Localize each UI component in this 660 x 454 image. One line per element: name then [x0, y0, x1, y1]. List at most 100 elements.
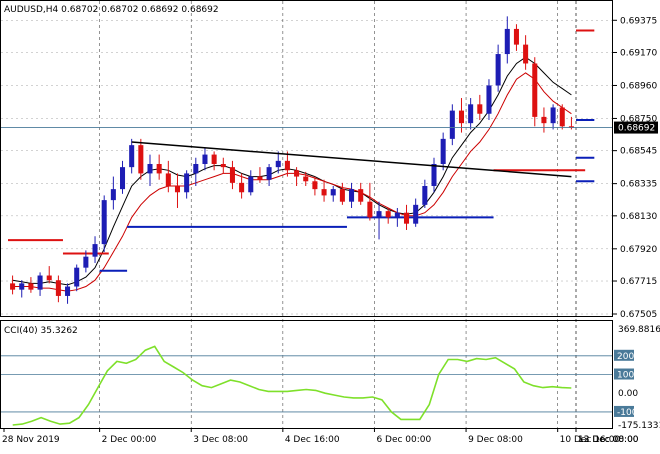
candle-bear: [55, 280, 61, 296]
candle-bull: [184, 173, 190, 193]
candle-bull: [376, 211, 382, 218]
moving-average-slow: [12, 56, 572, 286]
candle-bear: [165, 173, 171, 186]
price-tick-label: 0.67505: [620, 310, 657, 320]
moving-average-fast: [12, 72, 572, 292]
candle-bear: [532, 63, 538, 117]
candle-bear: [10, 283, 16, 290]
candle-bear: [477, 104, 483, 114]
candle-bear: [229, 167, 235, 183]
time-axis: 28 Nov 2019 2 Dec 00:00 3 Dec 08:00 4 Dec 1…: [2, 428, 639, 445]
candle-bull: [110, 189, 116, 201]
candle-bear: [174, 185, 181, 193]
candle-bull: [37, 275, 43, 290]
time-tick-label: 3 Dec 08:00: [193, 435, 248, 445]
candle-bull: [65, 286, 71, 296]
candle-bull: [202, 154, 208, 164]
candle-bull: [449, 110, 455, 139]
candle-bull: [413, 204, 419, 224]
candle-bear: [211, 154, 217, 164]
candle-bear: [257, 176, 263, 180]
price-tick-label: 0.68545: [620, 147, 657, 157]
candle-bear: [513, 28, 519, 45]
price-tick-label: 0.68130: [620, 212, 657, 222]
cci-tick-label: 100: [617, 371, 634, 381]
time-tick-label: 10 Dec 16:00: [560, 435, 621, 445]
candle-bull: [431, 164, 437, 186]
trend-line: [131, 141, 572, 178]
current-price-badge: [614, 121, 658, 134]
cci-tick-label: -175.1331: [618, 421, 660, 431]
candle-bear: [559, 107, 565, 127]
cci-line-group: [12, 345, 572, 426]
candle-bull: [129, 145, 135, 168]
trend-line-group: [131, 141, 572, 178]
time-tick-label: 13 Dec 08:00: [578, 435, 639, 445]
price-tick-label: 0.69170: [620, 48, 657, 58]
candle-bear: [220, 164, 226, 168]
candle-bull: [468, 104, 474, 124]
chart-symbol-label: AUDUSD,H4 0.68702 0.68702 0.68692 0.6869…: [4, 5, 219, 15]
candle-bull: [349, 189, 355, 202]
candle-bull: [422, 185, 428, 205]
candle-bear: [138, 145, 144, 174]
time-tick-label: 12 Dec 00:00: [578, 435, 639, 445]
time-tick-label: 4 Dec 16:00: [285, 435, 340, 445]
candle-bull: [92, 244, 98, 257]
grid: [1, 1, 612, 428]
candle-bull: [440, 138, 446, 164]
candle-bull: [486, 85, 492, 114]
cci-level-badge: [614, 349, 634, 361]
chart-title: AUDUSD,H4: [4, 5, 59, 15]
candle-bull: [101, 200, 107, 245]
cci-tick-label: 369.8816: [618, 325, 660, 335]
price-axis: 0.69375 0.69170 0.68960 0.68750 0.68545 0.683…: [613, 16, 657, 320]
candle-bull: [147, 164, 153, 174]
price-tick-label: 0.68750: [620, 114, 657, 124]
candle-bull: [330, 189, 336, 196]
candle-bear: [312, 181, 318, 190]
cci-level-badge: [614, 405, 634, 417]
candle-bull: [248, 176, 254, 193]
cci-tick-label: 0.00: [618, 389, 638, 399]
cci-level-badge: [614, 368, 634, 380]
candle-bear: [367, 201, 373, 218]
candle-bull: [495, 54, 501, 86]
cci-levels: [1, 355, 612, 413]
time-tick-label: 2 Dec 00:00: [102, 435, 157, 445]
candle-bear: [385, 211, 391, 218]
cci-tick-label: -100: [617, 408, 638, 418]
candle-bear: [523, 44, 529, 64]
current-price-label: 0.68692: [618, 124, 655, 134]
candle-bear: [28, 283, 34, 290]
price-tick-label: 0.67715: [620, 277, 657, 287]
stop-lines: [8, 29, 595, 272]
time-tick-label: 28 Nov 2019: [2, 435, 60, 445]
cci-title: CCI(40) 35.3262: [4, 326, 78, 336]
candle-bull: [119, 167, 126, 190]
candle-bear: [46, 275, 52, 281]
chart-ohlc: 0.68702 0.68702 0.68692 0.68692: [61, 5, 218, 15]
candle-bull: [83, 256, 89, 268]
candle-bear: [156, 164, 162, 174]
cci-line: [12, 345, 572, 426]
candle-bear: [294, 170, 300, 177]
candle-bull: [193, 164, 199, 174]
candle-bear: [339, 189, 345, 202]
candle-bull: [394, 212, 400, 218]
candle-bear: [403, 212, 410, 224]
time-tick-label: 9 Dec 08:00: [468, 435, 523, 445]
candle-bull: [550, 107, 556, 124]
candle-bear: [321, 189, 327, 196]
candle-bull: [266, 167, 272, 180]
candle-bear: [458, 110, 465, 124]
candle-bear: [358, 189, 364, 202]
price-tick-label: 0.67920: [620, 245, 657, 255]
price-tick-label: 0.68960: [620, 81, 657, 91]
candle-bull: [19, 283, 25, 290]
price-tick-label: 0.69375: [620, 16, 657, 26]
candle-bear: [284, 160, 290, 171]
candle-bull: [74, 267, 80, 287]
